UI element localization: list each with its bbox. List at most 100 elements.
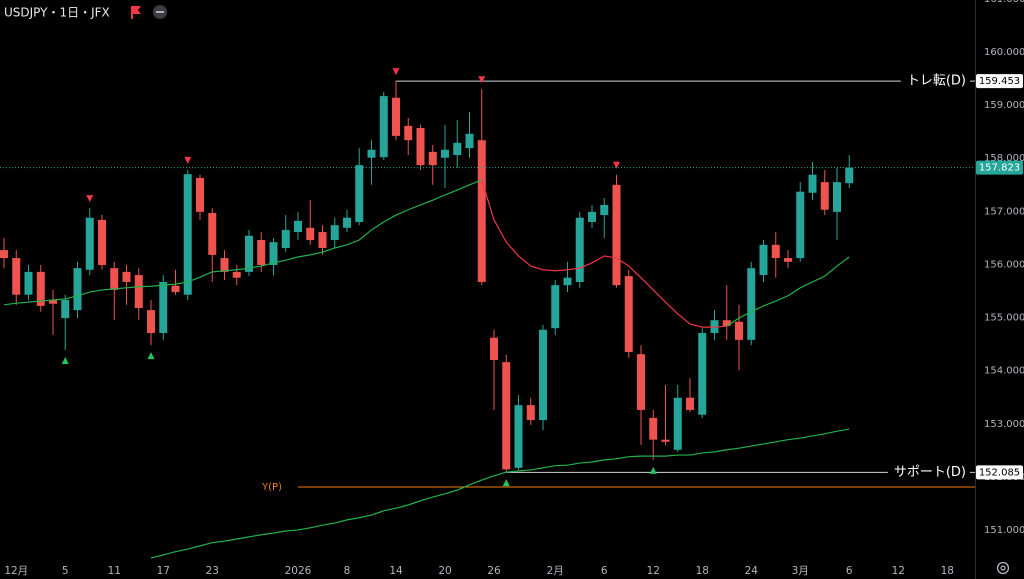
y-tick-label: 160.000 <box>984 47 1024 58</box>
candle-body <box>318 232 327 248</box>
candle-body <box>306 227 315 241</box>
pivot-low-marker <box>147 352 155 360</box>
y-tick-label: 156.000 <box>984 259 1024 270</box>
candle-body <box>404 125 413 141</box>
level-label-background <box>900 72 970 90</box>
candle-body <box>441 149 449 158</box>
candle-body <box>722 320 731 327</box>
candle-body <box>24 271 33 295</box>
candle-body <box>796 191 805 259</box>
candle-body <box>392 97 400 136</box>
settings-button[interactable] <box>996 561 1010 575</box>
candle-body <box>637 354 645 410</box>
candle-body <box>759 244 768 276</box>
candle-body <box>428 151 437 166</box>
candle-body <box>134 275 143 308</box>
candle-body <box>771 244 780 259</box>
y-tick-label: 153.000 <box>984 419 1024 430</box>
moving-average <box>3 179 850 327</box>
x-tick-label: 12 <box>647 565 660 577</box>
candle-body <box>735 321 743 340</box>
candle-body <box>379 96 388 158</box>
candle-body <box>171 285 180 293</box>
candle-body <box>784 258 792 262</box>
candle-body <box>698 332 707 415</box>
x-tick-label: 2月 <box>547 565 564 577</box>
candle-body <box>294 220 302 233</box>
price-badge-label: 159.453 <box>979 76 1020 87</box>
candle-body <box>49 300 57 304</box>
candle-body <box>208 212 217 255</box>
level-label: Y(P) <box>261 482 282 493</box>
hide-button[interactable] <box>153 5 167 19</box>
candle-body <box>61 300 70 319</box>
gear-inner <box>1000 565 1006 571</box>
candle-body <box>245 235 253 272</box>
candle-body <box>110 268 119 290</box>
candle-body <box>73 268 82 311</box>
flag-shape <box>131 6 141 19</box>
candle-body <box>367 149 376 158</box>
candle-body <box>820 182 829 210</box>
candle-body <box>673 397 682 450</box>
level-label: トレ転(D) <box>907 74 966 89</box>
candle-body <box>588 211 596 222</box>
candle-body <box>159 281 168 333</box>
x-tick-label: 18 <box>696 565 709 577</box>
price-badge <box>976 74 1023 89</box>
candle-body <box>477 140 486 282</box>
candle-body <box>526 405 535 421</box>
x-tick-label: 8 <box>344 565 351 577</box>
y-tick-label: 158.000 <box>984 153 1024 164</box>
x-tick-label: 18 <box>941 565 954 577</box>
x-tick-label: 17 <box>157 565 170 577</box>
pivot-high-marker <box>184 156 192 164</box>
x-tick-label: 6 <box>601 565 608 577</box>
candle-body <box>600 204 609 216</box>
pivot-low-marker <box>502 479 510 487</box>
candle-body <box>661 439 670 442</box>
x-tick-label: 11 <box>108 565 121 577</box>
pivot-high-marker <box>392 68 400 76</box>
candle-body <box>563 277 572 286</box>
pivot-high-marker <box>86 195 94 203</box>
candle-body <box>416 127 425 166</box>
candle-body <box>257 240 266 265</box>
candle-body <box>330 225 339 241</box>
candle-body <box>232 271 241 278</box>
candle-body <box>624 276 633 353</box>
candle-body <box>514 405 523 468</box>
candle-body <box>36 271 45 306</box>
y-tick-label: 151.000 <box>984 525 1024 536</box>
candle-body <box>183 174 192 295</box>
candle-body <box>269 242 278 265</box>
candle-body <box>575 217 584 282</box>
x-tick-label: 23 <box>206 565 219 577</box>
y-tick-label: 155.000 <box>984 313 1024 324</box>
candle-body <box>845 167 854 184</box>
candle-body <box>147 310 155 333</box>
candle-body <box>649 417 658 440</box>
x-tick-label: 24 <box>745 565 759 577</box>
candle-body <box>502 362 511 470</box>
x-tick-label: 12月 <box>4 565 28 577</box>
flag-icon[interactable] <box>131 6 141 19</box>
candle-body <box>551 285 560 329</box>
gear-outer <box>996 561 1010 575</box>
candle-body <box>196 177 204 212</box>
candle-body <box>355 165 364 222</box>
x-tick-label: 6 <box>846 565 853 577</box>
candle-body <box>808 174 817 193</box>
candle-body <box>281 229 290 248</box>
level-label: サポート(D) <box>894 465 966 480</box>
pivot-high-marker <box>613 161 620 169</box>
candle-body <box>453 142 462 156</box>
candle-body <box>490 337 498 361</box>
y-tick-label: 161.000 <box>984 0 1024 5</box>
y-tick-label: 154.000 <box>984 366 1024 377</box>
moving-average <box>481 179 727 328</box>
x-tick-label: 3月 <box>792 565 809 577</box>
pivot-high-marker <box>478 76 486 84</box>
